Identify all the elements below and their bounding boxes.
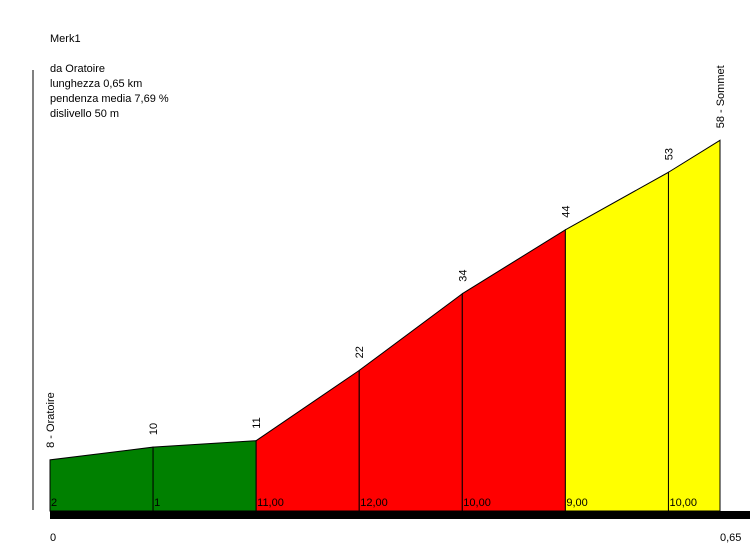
annotation: dislivello 50 m — [50, 108, 119, 120]
segment-gradient-label: 10,00 — [669, 497, 697, 509]
annotation: da Oratoire — [50, 63, 105, 75]
segment-gradient-label: 12,00 — [360, 497, 388, 509]
altitude-label: 10 — [148, 423, 160, 435]
annotation: pendenza media 7,69 % — [50, 93, 169, 105]
segment — [667, 139, 721, 512]
x-tick-label: 0 — [50, 532, 56, 544]
segment — [152, 440, 257, 512]
segment-gradient-label: 1 — [154, 497, 160, 509]
altitude-label: 58 - Sommet — [715, 65, 727, 128]
segment-gradient-label: 2 — [51, 497, 57, 509]
altitude-label: 34 — [457, 269, 469, 281]
altitude-label: 11 — [251, 417, 263, 428]
annotation: lunghezza 0,65 km — [50, 78, 142, 90]
segment-gradient-label: 10,00 — [463, 497, 491, 509]
altitude-label: 44 — [560, 206, 572, 218]
altitude-label: 53 — [663, 148, 675, 160]
segment-gradient-label: 11,00 — [257, 497, 284, 509]
base-bar — [50, 511, 750, 519]
segment-gradient-label: 9,00 — [566, 497, 587, 509]
x-tick-label: 0,65 — [720, 532, 741, 544]
altitude-label: 8 - Oratoire — [45, 392, 57, 448]
segment — [564, 171, 669, 512]
altitude-label: 22 — [354, 346, 366, 358]
chart-title: Merk1 — [50, 33, 81, 45]
